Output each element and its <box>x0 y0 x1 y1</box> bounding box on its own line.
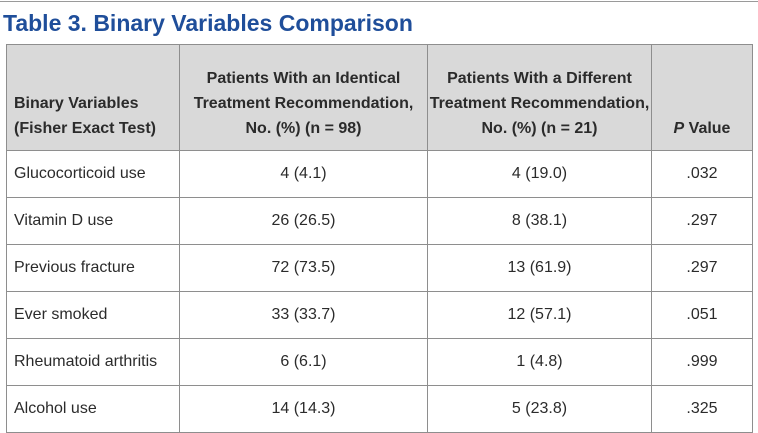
header-line: Patients With an Identical <box>206 70 401 87</box>
header-line: Patients With a Different <box>447 70 632 87</box>
header-line: No. (%) (n = 21) <box>481 120 598 137</box>
cell-different: 1 (4.8) <box>427 338 652 386</box>
header-p-value: P Value <box>651 44 753 151</box>
cell-variable: Glucocorticoid use <box>6 150 180 198</box>
cell-variable: Rheumatoid arthritis <box>6 338 180 386</box>
header-different: Patients With a Different Treatment Reco… <box>427 44 652 151</box>
cell-identical: 4 (4.1) <box>179 150 428 198</box>
table-row: Glucocorticoid use 4 (4.1) 4 (19.0) .032 <box>6 150 753 198</box>
cell-different: 12 (57.1) <box>427 291 652 339</box>
cell-p-value: .325 <box>651 385 753 433</box>
cell-identical: 33 (33.7) <box>179 291 428 339</box>
cell-variable: Ever smoked <box>6 291 180 339</box>
table-row: Alcohol use 14 (14.3) 5 (23.8) .325 <box>6 385 753 433</box>
cell-identical: 14 (14.3) <box>179 385 428 433</box>
header-row: Binary Variables (Fisher Exact Test) Pat… <box>6 44 753 151</box>
table-row: Vitamin D use 26 (26.5) 8 (38.1) .297 <box>6 197 753 245</box>
header-line: Treatment Recommendation, <box>429 95 650 112</box>
cell-p-value: .297 <box>651 197 753 245</box>
table-row: Ever smoked 33 (33.7) 12 (57.1) .051 <box>6 291 753 339</box>
cell-p-value: .999 <box>651 338 753 386</box>
header-identical: Patients With an Identical Treatment Rec… <box>179 44 428 151</box>
p-value-label: Value <box>684 120 731 137</box>
cell-p-value: .032 <box>651 150 753 198</box>
cell-p-value: .297 <box>651 244 753 292</box>
header-line: (Fisher Exact Test) <box>14 120 156 137</box>
header-line: Treatment Recommendation, <box>193 95 414 112</box>
cell-p-value: .051 <box>651 291 753 339</box>
cell-variable: Vitamin D use <box>6 197 180 245</box>
cell-different: 5 (23.8) <box>427 385 652 433</box>
cell-identical: 6 (6.1) <box>179 338 428 386</box>
table-row: Rheumatoid arthritis 6 (6.1) 1 (4.8) .99… <box>6 338 753 386</box>
table-title: Table 3. Binary Variables Comparison <box>3 10 413 36</box>
header-line: Binary Variables <box>14 95 139 112</box>
cell-different: 4 (19.0) <box>427 150 652 198</box>
top-rule <box>0 1 758 2</box>
cell-variable: Previous fracture <box>6 244 180 292</box>
header-binary-variables: Binary Variables (Fisher Exact Test) <box>6 44 180 151</box>
cell-different: 13 (61.9) <box>427 244 652 292</box>
cell-identical: 26 (26.5) <box>179 197 428 245</box>
cell-variable: Alcohol use <box>6 385 180 433</box>
header-line: No. (%) (n = 98) <box>245 120 362 137</box>
table-row: Previous fracture 72 (73.5) 13 (61.9) .2… <box>6 244 753 292</box>
cell-identical: 72 (73.5) <box>179 244 428 292</box>
comparison-table: Binary Variables (Fisher Exact Test) Pat… <box>6 44 753 433</box>
p-italic: P <box>673 120 685 137</box>
cell-different: 8 (38.1) <box>427 197 652 245</box>
